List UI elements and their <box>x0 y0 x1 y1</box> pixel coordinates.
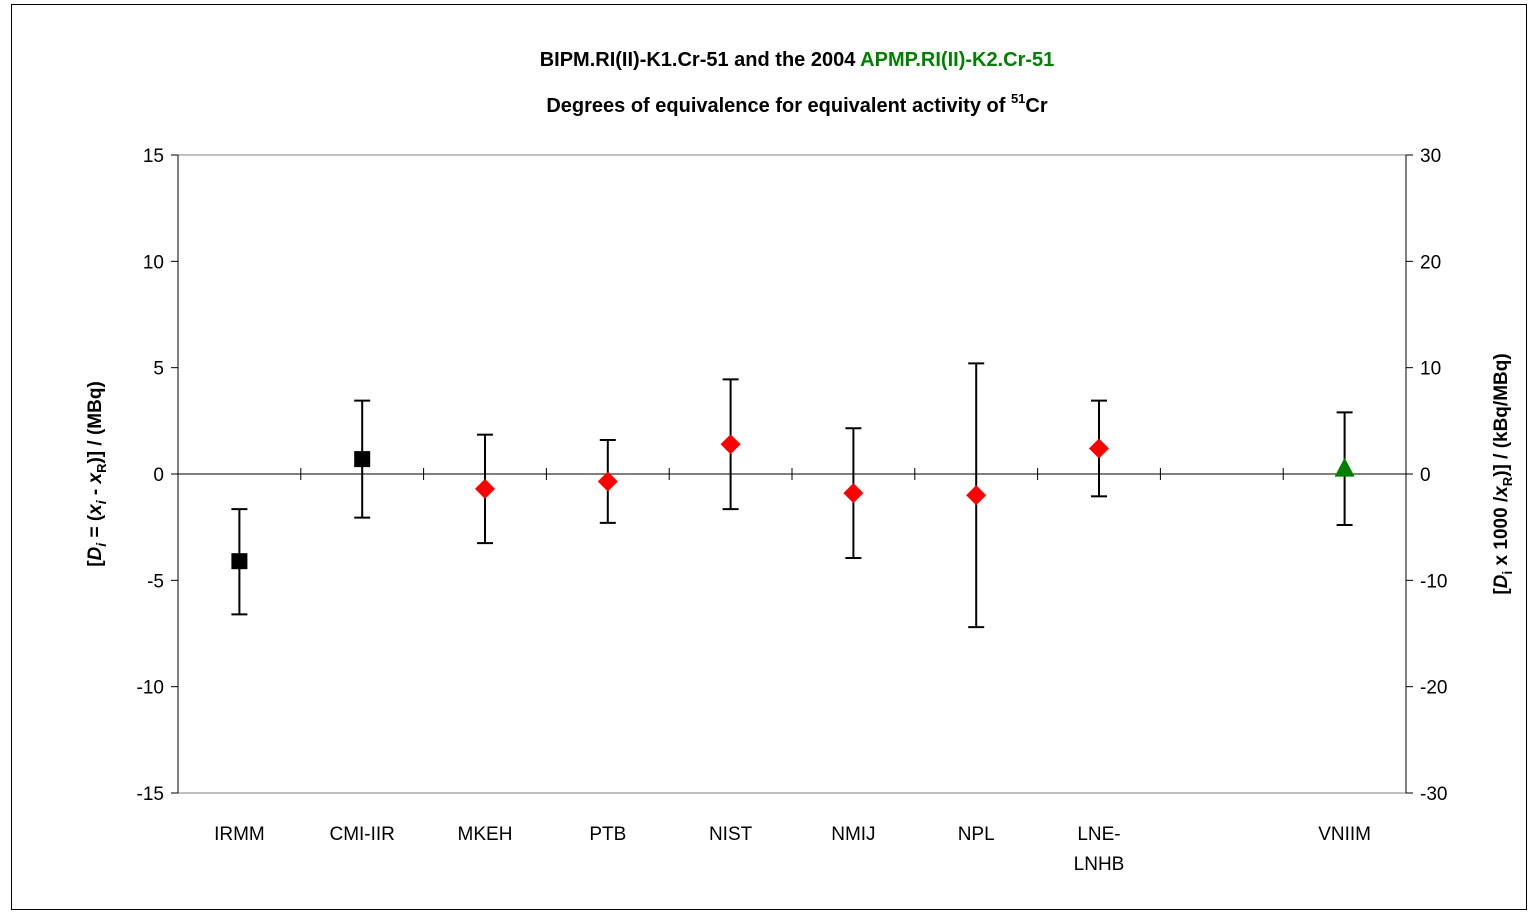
data-point-diamond <box>1089 438 1109 459</box>
data-point-diamond <box>475 478 495 499</box>
y-axis-left: -15 -10 -5 0 5 10 15 <box>137 146 179 805</box>
y-tick-label-right: 20 <box>1420 252 1441 273</box>
x-category-label: IRMM <box>214 824 265 845</box>
y-tick-label-left: -5 <box>147 571 164 592</box>
data-point-square <box>231 553 248 570</box>
y-tick-label-right: -30 <box>1420 784 1447 805</box>
y-tick-label-right: -20 <box>1420 678 1447 699</box>
x-category-label: LNHB <box>1074 854 1125 875</box>
data-point-diamond <box>597 471 618 492</box>
chart-subtitle: Degrees of equivalence for equivalent ac… <box>546 91 1048 117</box>
x-axis: IRMM CMI-IIR MKEH PTB NIST NMIJ NPL LNE- LNHB VNI… <box>178 468 1406 875</box>
data-point-diamond <box>843 483 864 504</box>
y-tick-label-left: -10 <box>137 678 164 699</box>
data-point-diamond <box>966 485 987 506</box>
y-tick-label-right: 10 <box>1420 359 1441 380</box>
chart-title-highlight: APMP.RI(II)-K2.Cr-51 <box>860 49 1054 71</box>
y-tick-label-left: 5 <box>153 359 164 380</box>
y-axis-label-left: [Di = (xi - xR)] / (MBq) <box>85 381 109 567</box>
y-tick-label-right: 0 <box>1420 465 1431 486</box>
chart-title: BIPM.RI(II)-K1.Cr-51 and the 2004 APMP.R… <box>540 49 1055 71</box>
y-tick-label-right: 30 <box>1420 146 1441 167</box>
x-category-label: PTB <box>589 824 626 845</box>
data-marks <box>231 362 1355 629</box>
x-category-label: NPL <box>958 824 995 845</box>
y-tick-label-left: 15 <box>143 146 164 167</box>
y-tick-label-left: -15 <box>137 784 164 805</box>
x-category-label: MKEH <box>458 824 513 845</box>
x-category-label: LNE- <box>1077 824 1120 845</box>
x-category-label: CMI-IIR <box>329 824 394 845</box>
data-point-triangle <box>1334 457 1355 477</box>
x-category-label: NMIJ <box>831 824 875 845</box>
x-category-label: VNIIM <box>1318 824 1371 845</box>
data-point-diamond <box>720 434 741 455</box>
data-point-square <box>354 451 371 468</box>
y-axis-label-right: [Di x 1000 /xR)] / (kBq/MBq) <box>1491 353 1515 594</box>
y-axis-right: -30 -20 -10 0 10 20 30 <box>1405 146 1447 805</box>
y-tick-label-left: 10 <box>143 252 164 273</box>
y-tick-label-right: -10 <box>1420 571 1447 592</box>
x-category-label: NIST <box>709 824 753 845</box>
y-tick-label-left: 0 <box>153 465 164 486</box>
